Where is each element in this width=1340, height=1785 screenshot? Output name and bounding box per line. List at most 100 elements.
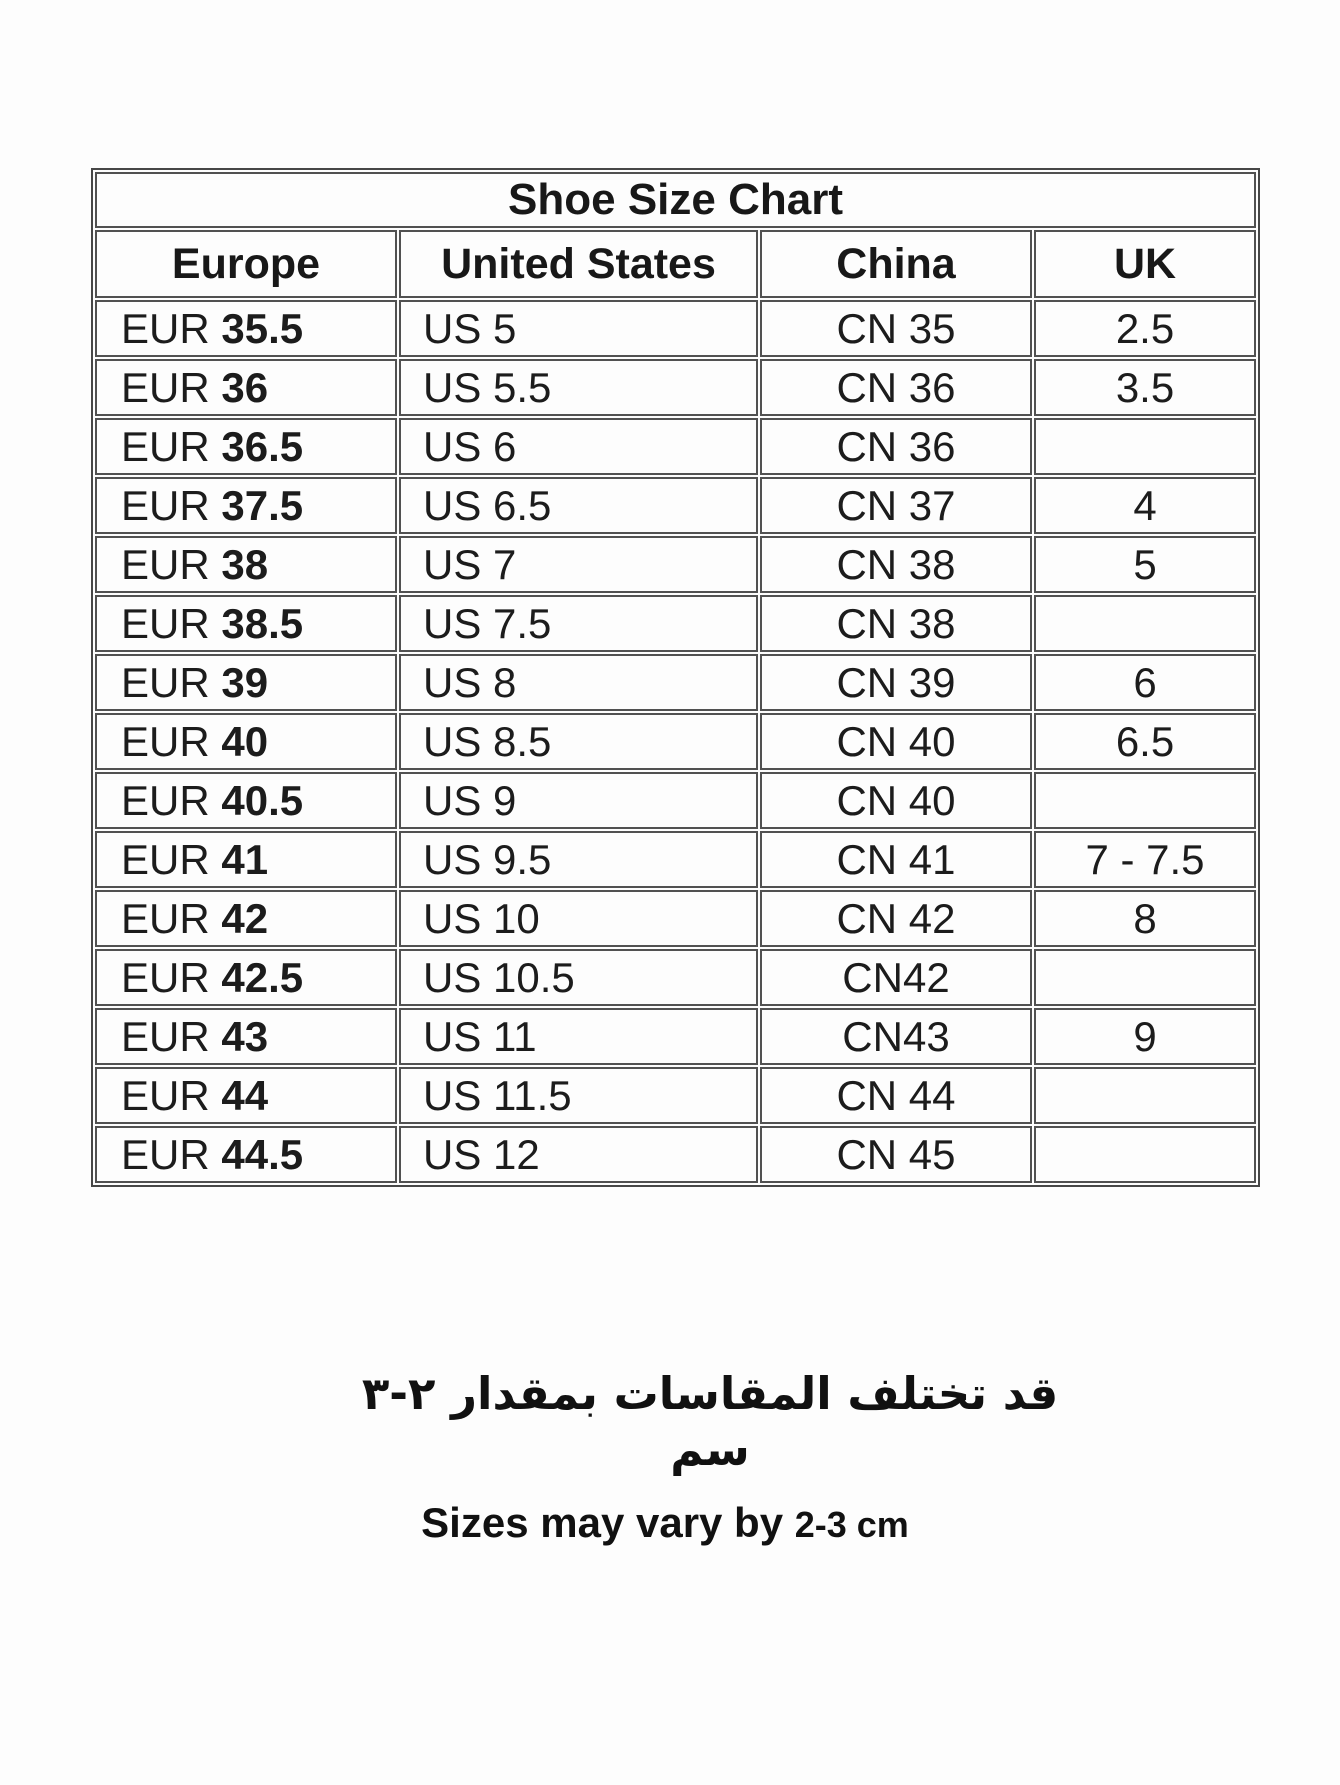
table-row: EUR 44 US 11.5 CN 44 [95,1067,1257,1124]
eur-prefix: EUR [121,835,222,883]
eur-prefix: EUR [121,363,222,411]
eur-prefix: EUR [121,1012,222,1060]
cell-united-states: US 8 [399,654,758,711]
table-row: EUR 39 US 8 CN 39 6 [95,654,1257,711]
cell-china: CN 40 [760,713,1032,770]
cell-uk: 6.5 [1034,713,1257,770]
eur-size: 40.5 [221,776,304,824]
cell-europe: EUR 36.5 [95,418,397,475]
table-row: EUR 40 US 8.5 CN 40 6.5 [95,713,1257,770]
eur-size: 35.5 [221,304,304,352]
eur-size: 43 [221,1012,269,1060]
cell-europe: EUR 38 [95,536,397,593]
cell-china: CN 35 [760,300,1032,357]
cell-united-states: US 9.5 [399,831,758,888]
eur-prefix: EUR [121,776,222,824]
cell-china: CN42 [760,949,1032,1006]
cell-europe: EUR 41 [95,831,397,888]
note-english-text: Sizes may vary by [421,1499,784,1546]
eur-prefix: EUR [121,481,222,529]
eur-size: 36 [221,363,269,411]
cell-europe: EUR 38.5 [95,595,397,652]
cell-china: CN43 [760,1008,1032,1065]
cell-europe: EUR 37.5 [95,477,397,534]
cell-united-states: US 7.5 [399,595,758,652]
eur-size: 40 [221,717,269,765]
cell-united-states: US 12 [399,1126,758,1183]
cell-united-states: US 5.5 [399,359,758,416]
table-row: EUR 44.5 US 12 CN 45 [95,1126,1257,1183]
eur-size: 41 [221,835,269,883]
eur-prefix: EUR [121,599,222,647]
eur-size: 42.5 [221,953,304,1001]
cell-uk: 3.5 [1034,359,1257,416]
cell-china: CN 40 [760,772,1032,829]
table-title-row: Shoe Size Chart [95,172,1257,228]
cell-china: CN 39 [760,654,1032,711]
table-header-row: Europe United States China UK [95,230,1257,298]
eur-prefix: EUR [121,953,222,1001]
cell-china: CN 41 [760,831,1032,888]
cell-china: CN 38 [760,595,1032,652]
cell-china: CN 45 [760,1126,1032,1183]
cell-united-states: US 5 [399,300,758,357]
cell-united-states: US 6.5 [399,477,758,534]
cell-europe: EUR 44 [95,1067,397,1124]
table-row: EUR 43 US 11 CN43 9 [95,1008,1257,1065]
table-row: EUR 42.5 US 10.5 CN42 [95,949,1257,1006]
column-header-uk: UK [1034,230,1257,298]
cell-united-states: US 11.5 [399,1067,758,1124]
cell-china: CN 38 [760,536,1032,593]
cell-uk [1034,1067,1257,1124]
cell-uk [1034,418,1257,475]
note-english: Sizes may vary by 2-3 cm [340,1498,990,1548]
cell-europe: EUR 35.5 [95,300,397,357]
cell-uk: 8 [1034,890,1257,947]
cell-china: CN 44 [760,1067,1032,1124]
table-row: EUR 38 US 7 CN 38 5 [95,536,1257,593]
cell-uk: 7 - 7.5 [1034,831,1257,888]
cell-uk [1034,1126,1257,1183]
cell-china: CN 37 [760,477,1032,534]
cell-uk [1034,949,1257,1006]
cell-united-states: US 7 [399,536,758,593]
table-row: EUR 36.5 US 6 CN 36 [95,418,1257,475]
cell-europe: EUR 42.5 [95,949,397,1006]
cell-united-states: US 6 [399,418,758,475]
cell-united-states: US 9 [399,772,758,829]
eur-prefix: EUR [121,658,222,706]
cell-europe: EUR 42 [95,890,397,947]
eur-size: 44 [221,1071,269,1119]
cell-china: CN 42 [760,890,1032,947]
note-english-value: 2-3 cm [794,1504,909,1545]
eur-size: 42 [221,894,269,942]
eur-prefix: EUR [121,1130,222,1178]
eur-size: 36.5 [221,422,304,470]
cell-uk [1034,772,1257,829]
cell-uk: 4 [1034,477,1257,534]
cell-europe: EUR 44.5 [95,1126,397,1183]
cell-uk: 9 [1034,1008,1257,1065]
cell-europe: EUR 43 [95,1008,397,1065]
cell-europe: EUR 40 [95,713,397,770]
eur-size: 39 [221,658,269,706]
eur-prefix: EUR [121,422,222,470]
cell-united-states: US 10 [399,890,758,947]
cell-china: CN 36 [760,359,1032,416]
table-row: EUR 42 US 10 CN 42 8 [95,890,1257,947]
cell-uk: 5 [1034,536,1257,593]
eur-size: 37.5 [221,481,304,529]
cell-united-states: US 10.5 [399,949,758,1006]
table-title: Shoe Size Chart [95,172,1257,228]
eur-size: 38 [221,540,269,588]
eur-prefix: EUR [121,717,222,765]
eur-prefix: EUR [121,540,222,588]
table-row: EUR 35.5 US 5 CN 35 2.5 [95,300,1257,357]
cell-uk: 6 [1034,654,1257,711]
table-row: EUR 40.5 US 9 CN 40 [95,772,1257,829]
note-arabic: قد تختلف المقاسات بمقدار ٢-٣ سم [361,1367,1059,1477]
column-header-united-states: United States [399,230,758,298]
cell-united-states: US 11 [399,1008,758,1065]
cell-united-states: US 8.5 [399,713,758,770]
